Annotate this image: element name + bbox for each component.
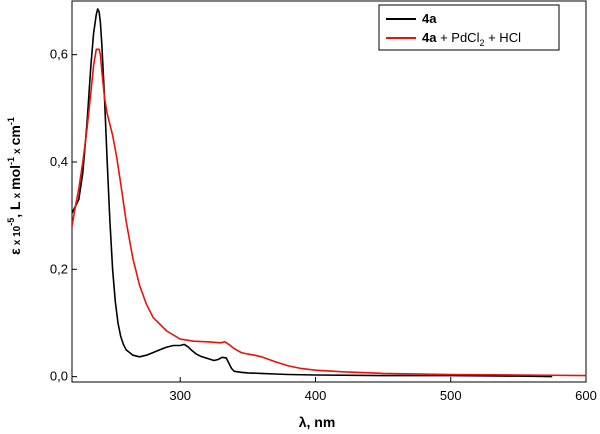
x-axis-ticks: 300 400 500 600 [169, 377, 597, 403]
y-axis-title: εx 10-5, Lxmol-1xcm-1 [6, 117, 23, 255]
series-line-4a-pdcl2-hcl [72, 48, 586, 377]
series-line-4a [72, 8, 553, 378]
series-lines [72, 8, 586, 378]
plot-frame [71, 0, 587, 383]
svg-text:εx 10-5, Lxmol-1xcm-1: εx 10-5, Lxmol-1xcm-1 [6, 117, 23, 255]
x-tick-label: 600 [575, 388, 597, 403]
y-tick-label: 0,0 [50, 369, 68, 384]
y-tick-label: 0,4 [50, 154, 68, 169]
legend-label-4a-pdcl2-hcl: 4a + PdCl2 + HCl [422, 30, 521, 48]
y-axis-ticks: 0,0 0,2 0,4 0,6 [50, 47, 77, 384]
legend-label-4a: 4a [422, 11, 437, 26]
x-tick-label: 300 [169, 388, 191, 403]
y-tick-label: 0,6 [50, 47, 68, 62]
legend: 4a 4a + PdCl2 + HCl [378, 4, 560, 51]
y-tick-label: 0,2 [50, 261, 68, 276]
x-axis-title: λ, nm [299, 414, 336, 430]
x-tick-label: 500 [440, 388, 462, 403]
x-tick-label: 400 [305, 388, 327, 403]
legend-box [378, 4, 560, 51]
